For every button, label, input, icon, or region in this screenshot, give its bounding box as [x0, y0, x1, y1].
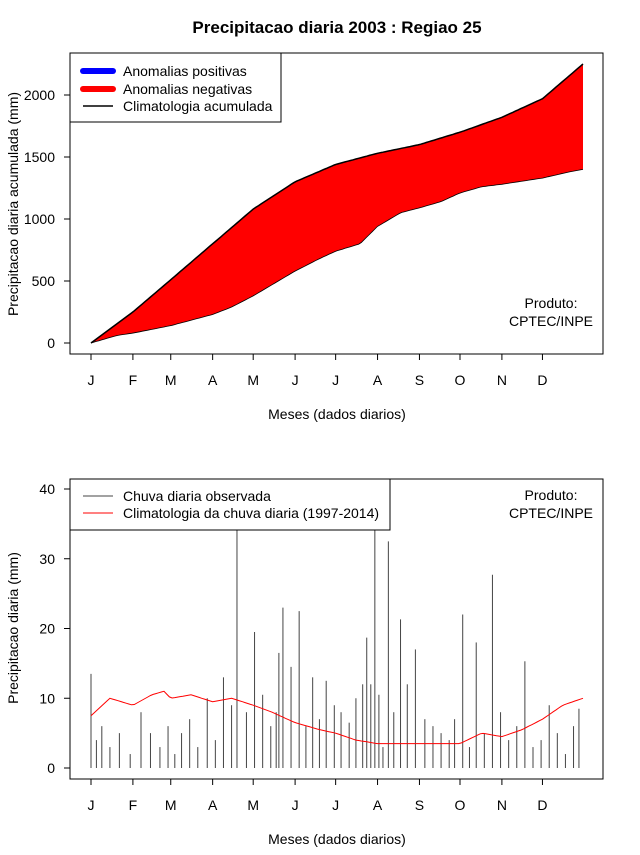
bottom-y-axis: 0 10 20 30 40 [39, 481, 70, 776]
top-x-tick-label: D [537, 372, 547, 388]
top-y-tick-label: 2000 [24, 87, 55, 103]
bottom-y-axis-label: Precipitacao diaria (mm) [5, 552, 21, 704]
bottom-y-tick-label: 0 [47, 760, 55, 776]
bottom-x-tick-label: O [455, 797, 466, 813]
bottom-x-tick-label: M [247, 797, 259, 813]
bottom-y-tick-label: 30 [39, 551, 55, 567]
top-x-tick-label: J [332, 372, 339, 388]
bottom-climatology-line [90, 690, 584, 745]
bottom-y-tick-label: 10 [39, 690, 55, 706]
top-x-tick-label: M [247, 372, 259, 388]
daily-climatology-line [90, 690, 584, 745]
top-x-tick-label: A [373, 372, 383, 388]
top-x-tick-label: J [88, 372, 95, 388]
top-annotation-produto: Produto: [525, 295, 578, 311]
top-x-tick-label: O [455, 372, 466, 388]
top-plot-frame [69, 52, 604, 355]
bottom-x-tick-label: A [208, 797, 218, 813]
bottom-x-tick-label: N [497, 797, 507, 813]
top-y-axis-label: Precipitacao diaria acumulada (mm) [5, 92, 21, 316]
bottom-legend-box [69, 478, 391, 531]
bottom-y-tick-label: 40 [39, 481, 55, 497]
bottom-x-tick-label: D [537, 797, 547, 813]
top-y-tick-label: 1500 [24, 149, 55, 165]
top-x-tick-label: A [208, 372, 218, 388]
top-y-axis: 0 500 1000 1500 2000 [24, 87, 70, 351]
bottom-x-tick-label: F [129, 797, 138, 813]
chart-title: Precipitacao diaria 2003 : Regiao 25 [192, 18, 481, 37]
negative-anomaly-area [91, 64, 583, 343]
top-x-tick-label: M [165, 372, 177, 388]
bottom-annotation-produto: Produto: [525, 487, 578, 503]
top-chart: 0 500 1000 1500 2000 J F M A M J J A S O N D Precipitac… [5, 52, 604, 422]
top-x-tick-label: S [415, 372, 424, 388]
top-area-fill [90, 63, 584, 344]
bottom-x-tick-label: S [415, 797, 424, 813]
legend-label-climatology: Climatologia acumulada [123, 98, 273, 114]
top-x-tick-label: N [497, 372, 507, 388]
legend-label-observed: Chuva diaria observada [123, 488, 271, 504]
top-annotation-cptec: CPTEC/INPE [509, 313, 593, 329]
top-y-tick-label: 500 [32, 273, 56, 289]
legend-label-negative: Anomalias negativas [123, 81, 252, 97]
top-x-tick-label: F [129, 372, 138, 388]
climatology-accumulated-line [90, 63, 584, 344]
bottom-x-axis-label: Meses (dados diarios) [268, 831, 406, 847]
top-y-tick-label: 1000 [24, 211, 55, 227]
legend-label-daily-climatology: Climatologia da chuva diaria (1997-2014) [123, 505, 379, 521]
bottom-annotation-cptec: CPTEC/INPE [509, 505, 593, 521]
bottom-x-tick-label: J [332, 797, 339, 813]
top-legend: Anomalias positivas Anomalias negativas … [69, 52, 282, 123]
bottom-legend: Chuva diaria observada Climatologia da c… [69, 478, 391, 531]
top-x-tick-label: J [292, 372, 299, 388]
bottom-chart: 0 10 20 30 40 J F M A M J J A S O N D Precipitacao diar… [5, 478, 604, 847]
top-x-axis-label: Meses (dados diarios) [268, 406, 406, 422]
bottom-x-tick-label: J [88, 797, 95, 813]
bottom-x-tick-label: J [292, 797, 299, 813]
bottom-x-tick-label: M [165, 797, 177, 813]
bottom-x-tick-label: A [373, 797, 383, 813]
top-y-tick-label: 0 [47, 335, 55, 351]
observed-accumulated-line [90, 169, 584, 344]
bottom-y-tick-label: 20 [39, 621, 55, 637]
legend-label-positive: Anomalias positivas [123, 63, 247, 79]
bottom-bars [90, 489, 580, 768]
